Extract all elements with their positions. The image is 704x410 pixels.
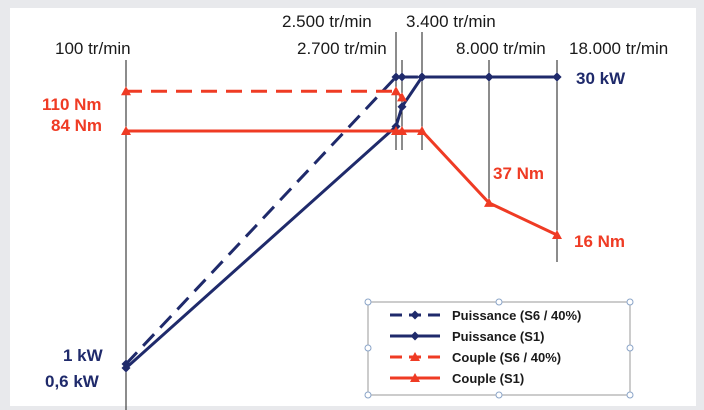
series-2-point-0 <box>121 86 131 96</box>
legend-swatch-marker-2 <box>410 352 420 361</box>
series-1-point-0 <box>121 363 131 373</box>
speed-label-100: 100 tr/min <box>55 39 131 58</box>
series-1-point-4 <box>484 72 494 82</box>
legend-swatch-2 <box>390 352 440 361</box>
legend-selection-handles <box>364 298 634 399</box>
series-layer <box>121 72 562 373</box>
legend-label-1: Puissance (S1) <box>452 329 545 344</box>
series-line-2 <box>126 89 404 99</box>
legend-handle-3 <box>364 344 372 352</box>
series-line-1 <box>124 75 557 370</box>
power-label-06kw: 0,6 kW <box>45 372 100 391</box>
series-3-point-4 <box>484 197 494 207</box>
torque-label-110nm: 110 Nm <box>42 95 102 114</box>
series-3-point-5 <box>552 230 562 239</box>
chart-legend: Puissance (S6 / 40%) Puissance (S1) Coup… <box>364 298 634 399</box>
legend-swatch-0 <box>390 310 440 320</box>
legend-handle-7 <box>626 391 634 399</box>
legend-handle-1 <box>495 298 503 306</box>
legend-handle-5 <box>364 391 372 399</box>
series-0-point-2 <box>397 72 407 82</box>
legend-label-2: Couple (S6 / 40%) <box>452 350 561 365</box>
power-label-30kw: 30 kW <box>576 69 626 88</box>
legend-handle-0 <box>364 298 372 306</box>
legend-label-3: Couple (S1) <box>452 371 524 386</box>
series-3 <box>121 126 562 239</box>
legend-handle-2 <box>626 298 634 306</box>
legend-swatch-3 <box>390 373 440 382</box>
series-line-3 <box>126 129 558 237</box>
torque-label-37nm: 37 Nm <box>493 164 544 183</box>
legend-label-0: Puissance (S6 / 40%) <box>452 308 581 323</box>
speed-label-18000: 18.000 tr/min <box>569 39 668 58</box>
series-2-point-1 <box>391 86 401 96</box>
series-3-point-2 <box>397 126 407 135</box>
series-1-point-2 <box>397 102 407 112</box>
series-3-point-3 <box>417 126 427 135</box>
legend-handle-6 <box>495 391 503 399</box>
legend-swatch-marker-0 <box>410 310 420 320</box>
legend-swatch-marker-1 <box>410 331 420 341</box>
series-1-point-5 <box>552 72 562 82</box>
speed-label-2500: 2.500 tr/min <box>282 12 372 31</box>
series-line-0 <box>124 75 557 366</box>
speed-label-2700: 2.700 tr/min <box>297 39 387 58</box>
series-1 <box>121 72 562 373</box>
legend-swatch-marker-3 <box>410 373 420 382</box>
series-3-point-0 <box>121 126 131 135</box>
legend-swatch-1 <box>390 331 440 341</box>
torque-label-84nm: 84 Nm <box>51 116 102 135</box>
legend-handle-4 <box>626 344 634 352</box>
series-2 <box>121 86 407 102</box>
legend-items <box>390 310 440 382</box>
series-0-point-1 <box>391 72 401 82</box>
speed-label-8000: 8.000 tr/min <box>456 39 546 58</box>
power-label-1kw: 1 kW <box>63 346 104 365</box>
series-2-point-2 <box>397 92 407 102</box>
series-1-point-3 <box>417 72 427 82</box>
torque-label-16nm: 16 Nm <box>574 232 625 251</box>
speed-label-3400: 3.400 tr/min <box>406 12 496 31</box>
